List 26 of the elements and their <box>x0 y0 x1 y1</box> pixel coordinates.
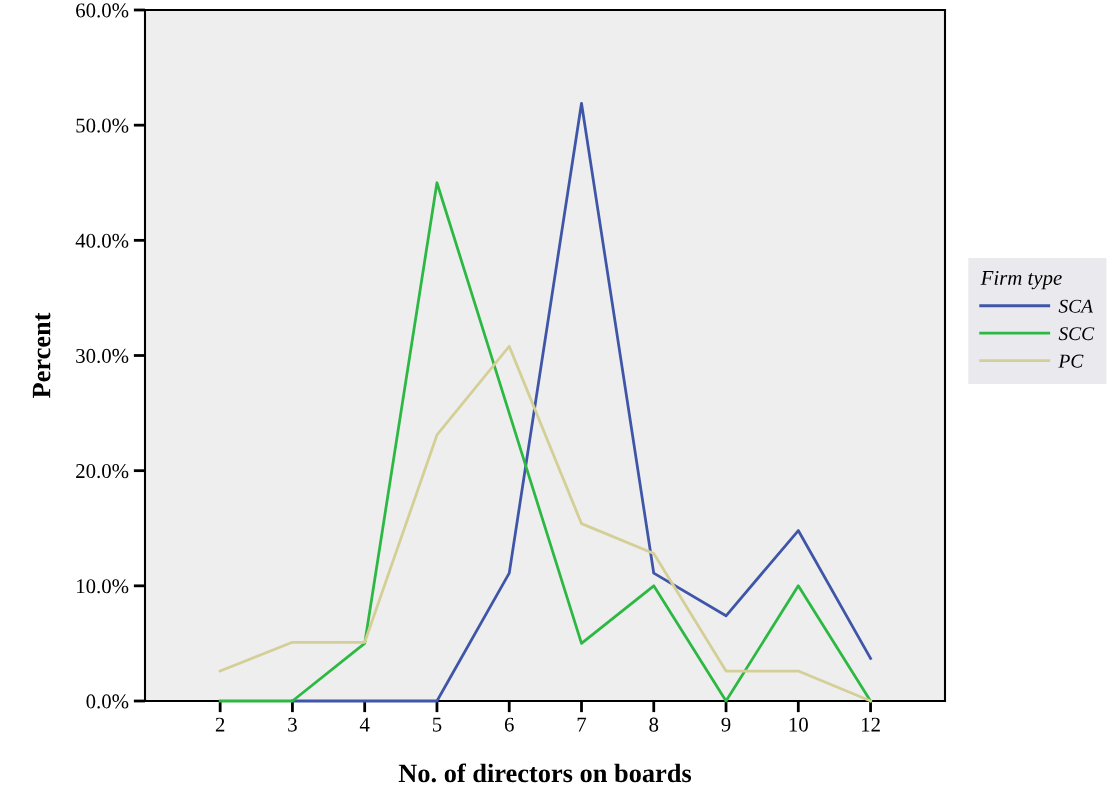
x-tick-label: 12 <box>861 717 880 732</box>
line-series <box>291 101 872 703</box>
legend-title: Firm type <box>980 270 1062 290</box>
legend-label: SCA <box>1058 299 1094 313</box>
x-tick-label: 3 <box>288 717 297 732</box>
x-tick-label: 9 <box>721 717 731 732</box>
x-tick-label: 5 <box>432 717 442 732</box>
line-series <box>218 344 872 703</box>
legend-label: SCC <box>1058 327 1095 341</box>
line-series <box>218 181 872 703</box>
legend-label: PC <box>1058 354 1084 368</box>
x-tick-label: 7 <box>577 717 587 732</box>
y-tick-label: 60.0% <box>76 3 129 18</box>
x-axis-title: No. of directors on boards <box>398 763 692 783</box>
y-tick-label: 20.0% <box>76 464 129 479</box>
x-tick-label: 4 <box>359 717 370 732</box>
y-tick-label: 0.0% <box>86 694 129 709</box>
y-axis-title: Percent <box>32 312 51 399</box>
y-tick-label: 50.0% <box>76 118 129 133</box>
x-tick-label: 8 <box>649 717 659 732</box>
x-tick-label: 6 <box>504 717 514 732</box>
y-tick-label: 30.0% <box>76 348 129 364</box>
x-tick-label: 2 <box>215 717 225 732</box>
y-tick-label: 10.0% <box>77 579 129 594</box>
y-tick-label: 40.0% <box>75 233 129 248</box>
x-tick-label: 10 <box>789 717 808 732</box>
